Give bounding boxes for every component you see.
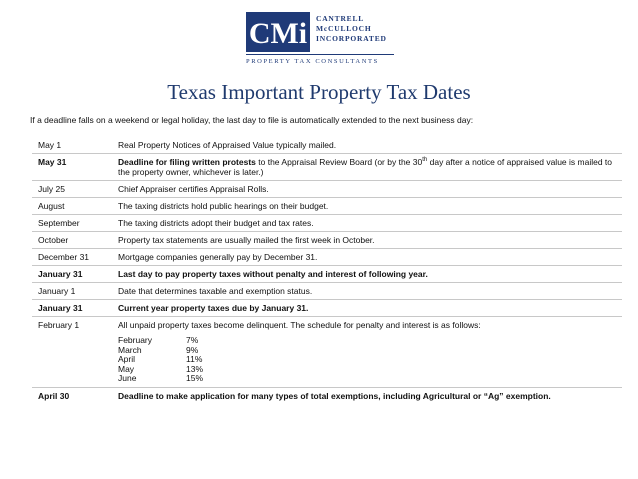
tax-dates-table: May 1 Real Property Notices of Appraised… [32, 137, 622, 404]
row-date: May 31 [38, 157, 67, 167]
row-date: September [38, 218, 80, 228]
table-row: May 31 Deadline for filing written prote… [32, 154, 622, 181]
row-description: All unpaid property taxes become delinqu… [118, 320, 622, 384]
row-description: The taxing districts adopt their budget … [118, 218, 314, 228]
penalty-row: March 9% [118, 344, 618, 356]
table-row: January 1 Date that determines taxable a… [32, 283, 622, 300]
row-description: Last day to pay property taxes without p… [118, 269, 428, 279]
logo-name-line: INCORPORATED [316, 34, 387, 43]
row-description: Real Property Notices of Appraised Value… [118, 140, 337, 150]
row-description: Deadline to make application for many ty… [118, 390, 551, 401]
row-date: January 1 [38, 286, 76, 296]
company-logo: CMi CANTRELL McCULLOCH INCORPORATED PROP… [246, 10, 406, 68]
row-description-bold: Deadline for filing written protests [118, 157, 256, 167]
intro-text: If a deadline falls on a weekend or lega… [30, 115, 474, 125]
penalty-month: February [118, 335, 153, 345]
penalty-month: April [118, 354, 136, 364]
logo-divider [246, 54, 394, 55]
penalty-month: May [118, 363, 135, 374]
penalty-month: March [118, 344, 142, 355]
table-row: January 31 Current year property taxes d… [32, 300, 622, 317]
penalty-rate: 11% [186, 354, 203, 364]
row-date: July 25 [38, 184, 65, 194]
row-description: Date that determines taxable and exempti… [118, 286, 313, 296]
table-row: February 1 All unpaid property taxes bec… [32, 317, 622, 388]
table-row: May 1 Real Property Notices of Appraised… [32, 137, 622, 154]
penalty-row: February 7% [118, 335, 618, 346]
table-row: October Property tax statements are usua… [32, 232, 622, 249]
penalty-row: June 15% [118, 373, 618, 384]
row-description-text: to the Appraisal Review Board (or by the… [255, 157, 423, 167]
row-description: Chief Appraiser certifies Appraisal Roll… [118, 184, 269, 194]
row-date: December 31 [38, 252, 90, 262]
logo-name-line: McCULLOCH [316, 24, 372, 33]
penalty-rate: 9% [186, 344, 199, 355]
logo-mark-text: CMi [249, 17, 307, 50]
row-date: February 1 [38, 320, 80, 330]
row-description: The taxing districts hold public hearing… [118, 201, 329, 211]
logo-name-line: CANTRELL [316, 14, 365, 23]
penalty-rate: 7% [186, 335, 199, 345]
row-description-text: day after a notice of appraised value is… [118, 157, 612, 177]
page-title: Texas Important Property Tax Dates [167, 80, 471, 104]
row-date: October [38, 235, 69, 245]
table-row: January 31 Last day to pay property taxe… [32, 266, 622, 283]
row-date: August [38, 201, 65, 211]
row-date: January 31 [38, 269, 83, 279]
penalty-month: June [118, 373, 137, 383]
table-row: December 31 Mortgage companies generally… [32, 249, 622, 266]
logo-company-name: CANTRELL McCULLOCH INCORPORATED [316, 14, 387, 44]
logo-tagline: PROPERTY TAX CONSULTANTS [246, 58, 379, 65]
penalty-rate: 15% [186, 373, 204, 383]
row-description-text: All unpaid property taxes become delinqu… [118, 320, 481, 330]
row-date: January 31 [38, 303, 83, 313]
table-row: July 25 Chief Appraiser certifies Apprai… [32, 181, 622, 198]
penalty-row: April 11% [118, 354, 618, 365]
cmi-logo-mark: CMi [246, 12, 310, 52]
penalty-row: May 13% [118, 363, 618, 375]
penalty-schedule: February 7% March 9% April 11% May 13% June 1… [118, 335, 618, 384]
table-row: August The taxing districts hold public … [32, 198, 622, 215]
row-description: Mortgage companies generally pay by Dece… [118, 252, 318, 262]
row-description: Current year property taxes due by Janua… [118, 303, 309, 313]
row-date: May 1 [38, 140, 62, 150]
table-row: September The taxing districts adopt the… [32, 215, 622, 232]
row-description: Property tax statements are usually mail… [118, 235, 375, 245]
row-date: April 30 [38, 390, 70, 401]
row-description: Deadline for filing written protests to … [118, 157, 622, 177]
table-row: April 30 Deadline to make application fo… [32, 388, 622, 404]
penalty-rate: 13% [186, 363, 204, 374]
ordinal-suffix: th [422, 157, 428, 164]
